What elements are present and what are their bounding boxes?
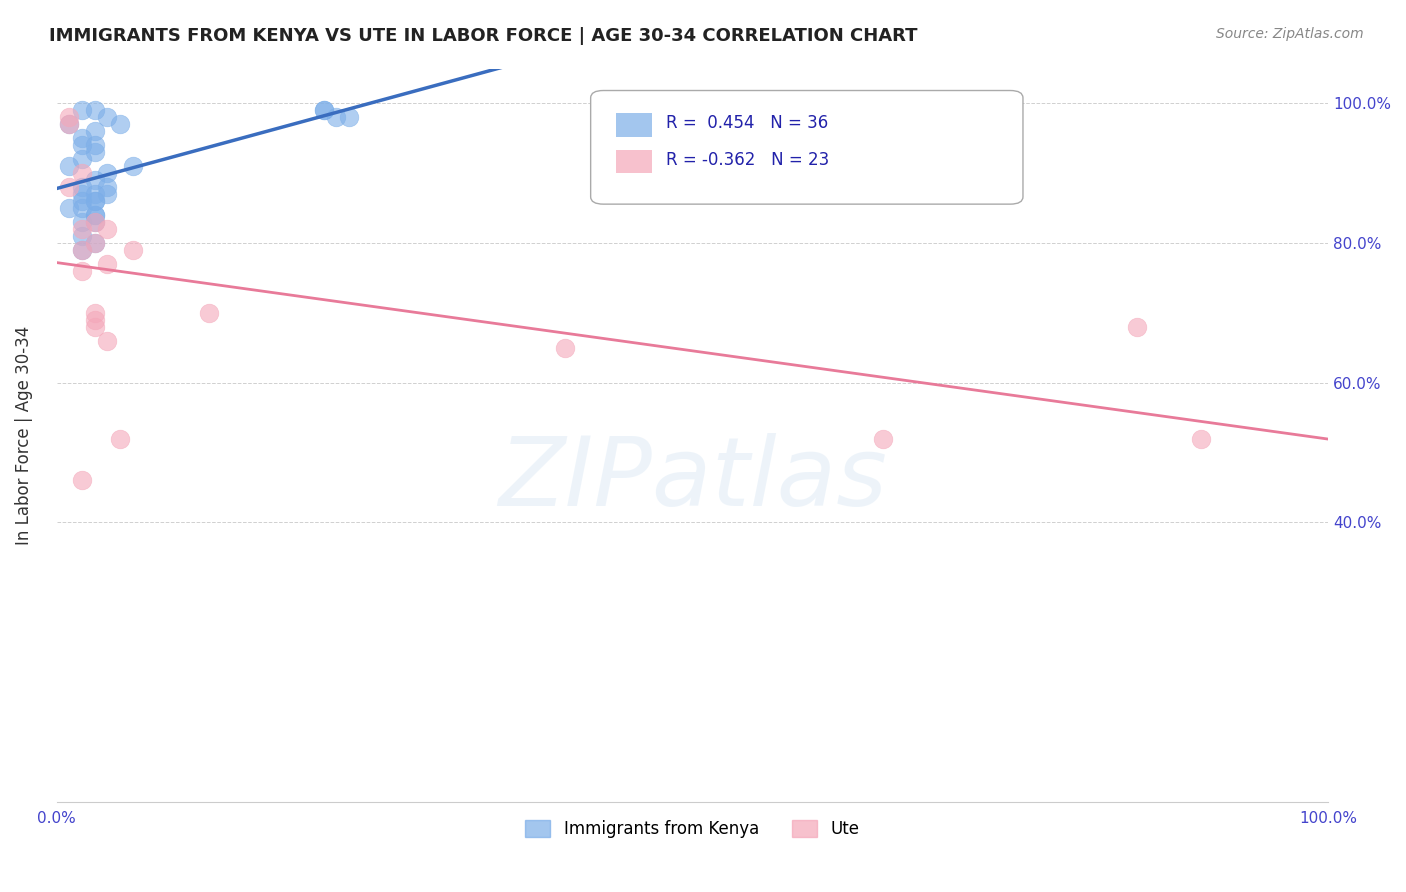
Point: [83, 194, 105, 209]
Point: [58, 117, 80, 131]
Point: [70, 153, 93, 167]
Text: ZIPatlas: ZIPatlas: [498, 433, 887, 525]
Point: [70, 194, 93, 209]
Point: [70, 201, 93, 215]
Point: [70, 243, 93, 257]
Point: [83, 215, 105, 229]
Point: [83, 103, 105, 118]
Point: [83, 173, 105, 187]
Point: [198, 306, 221, 320]
Point: [70, 243, 93, 257]
Point: [337, 111, 360, 125]
Point: [58, 117, 80, 131]
Point: [312, 103, 335, 118]
FancyBboxPatch shape: [591, 90, 1024, 204]
Text: R = -0.362   N = 23: R = -0.362 N = 23: [665, 151, 830, 169]
Point: [122, 159, 145, 173]
Text: IMMIGRANTS FROM KENYA VS UTE IN LABOR FORCE | AGE 30-34 CORRELATION CHART: IMMIGRANTS FROM KENYA VS UTE IN LABOR FO…: [49, 27, 918, 45]
Point: [83, 208, 105, 222]
Point: [108, 432, 131, 446]
Text: R =  0.454   N = 36: R = 0.454 N = 36: [665, 114, 828, 133]
Point: [122, 243, 145, 257]
Point: [1126, 319, 1149, 334]
Point: [58, 159, 80, 173]
Point: [96, 222, 118, 236]
Point: [70, 474, 93, 488]
Point: [70, 103, 93, 118]
Point: [312, 103, 335, 118]
Point: [70, 187, 93, 202]
Point: [83, 187, 105, 202]
Point: [83, 138, 105, 153]
Point: [83, 145, 105, 160]
Point: [108, 117, 131, 131]
Point: [70, 222, 93, 236]
Point: [325, 111, 347, 125]
Point: [96, 187, 118, 202]
Point: [58, 201, 80, 215]
Point: [96, 111, 118, 125]
Point: [83, 208, 105, 222]
Bar: [616, 113, 652, 136]
Point: [96, 166, 118, 180]
Point: [70, 264, 93, 278]
Point: [70, 138, 93, 153]
Point: [83, 235, 105, 250]
Point: [1189, 432, 1212, 446]
Legend: Immigrants from Kenya, Ute: Immigrants from Kenya, Ute: [519, 813, 866, 845]
Point: [70, 180, 93, 194]
Point: [83, 194, 105, 209]
Point: [96, 334, 118, 348]
Bar: [616, 150, 652, 173]
Point: [70, 166, 93, 180]
Point: [96, 180, 118, 194]
Point: [83, 306, 105, 320]
Point: [96, 257, 118, 271]
Point: [83, 215, 105, 229]
Point: [70, 131, 93, 145]
Point: [872, 432, 894, 446]
Point: [70, 215, 93, 229]
Point: [554, 341, 576, 355]
Point: [83, 235, 105, 250]
Point: [83, 313, 105, 327]
Y-axis label: In Labor Force | Age 30-34: In Labor Force | Age 30-34: [15, 326, 32, 545]
Point: [58, 180, 80, 194]
Point: [58, 111, 80, 125]
Text: Source: ZipAtlas.com: Source: ZipAtlas.com: [1216, 27, 1364, 41]
Point: [70, 229, 93, 244]
Point: [83, 124, 105, 138]
Point: [83, 319, 105, 334]
